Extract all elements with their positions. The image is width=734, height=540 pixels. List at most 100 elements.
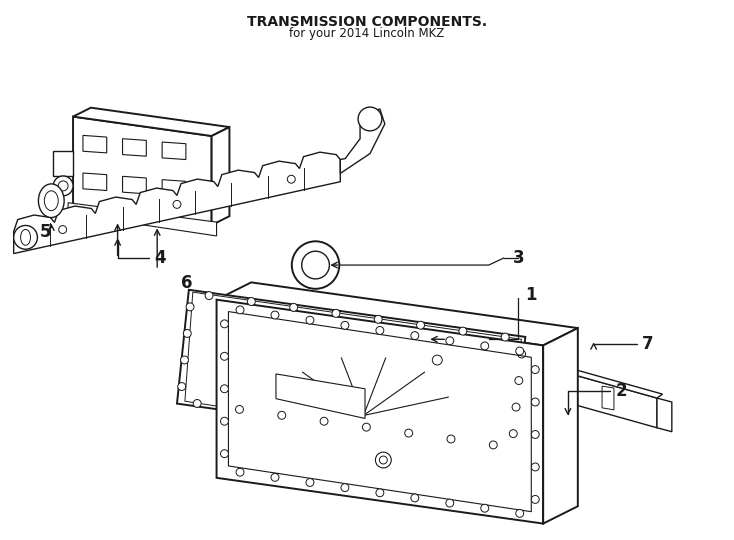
- Text: 2: 2: [565, 382, 627, 414]
- Circle shape: [306, 478, 314, 487]
- Circle shape: [517, 350, 526, 358]
- Polygon shape: [162, 180, 186, 197]
- Polygon shape: [276, 374, 365, 418]
- Circle shape: [376, 489, 384, 497]
- Circle shape: [516, 347, 523, 355]
- Circle shape: [184, 329, 192, 338]
- Circle shape: [14, 226, 37, 249]
- Circle shape: [277, 411, 286, 419]
- Circle shape: [432, 355, 442, 365]
- Text: 3: 3: [512, 249, 524, 267]
- Circle shape: [447, 435, 455, 443]
- Circle shape: [404, 429, 413, 437]
- Circle shape: [531, 463, 539, 471]
- Polygon shape: [217, 300, 543, 524]
- Circle shape: [173, 200, 181, 208]
- Circle shape: [181, 356, 189, 364]
- Circle shape: [417, 321, 424, 329]
- Polygon shape: [217, 282, 578, 346]
- Circle shape: [320, 417, 328, 425]
- Text: 1: 1: [526, 286, 537, 303]
- Polygon shape: [83, 173, 106, 191]
- Circle shape: [459, 327, 467, 335]
- Circle shape: [290, 303, 297, 312]
- Circle shape: [358, 107, 382, 131]
- Polygon shape: [341, 109, 385, 173]
- Polygon shape: [602, 386, 614, 410]
- Polygon shape: [123, 177, 146, 194]
- Polygon shape: [123, 139, 146, 156]
- Circle shape: [490, 441, 497, 449]
- Circle shape: [512, 403, 520, 411]
- Polygon shape: [429, 334, 657, 428]
- Circle shape: [501, 333, 509, 341]
- Circle shape: [271, 311, 279, 319]
- Circle shape: [205, 292, 213, 300]
- Circle shape: [302, 251, 330, 279]
- Circle shape: [287, 176, 295, 183]
- Circle shape: [411, 332, 419, 340]
- Circle shape: [481, 504, 489, 512]
- Circle shape: [481, 342, 489, 350]
- Circle shape: [531, 398, 539, 406]
- Polygon shape: [68, 202, 217, 236]
- Polygon shape: [54, 151, 73, 176]
- Circle shape: [509, 430, 517, 437]
- Circle shape: [446, 499, 454, 507]
- Circle shape: [332, 309, 340, 318]
- Circle shape: [341, 321, 349, 329]
- Text: TRANSMISSION COMPONENTS.: TRANSMISSION COMPONENTS.: [247, 15, 487, 29]
- Polygon shape: [73, 107, 230, 136]
- Polygon shape: [543, 328, 578, 524]
- Text: 6: 6: [181, 274, 192, 292]
- Text: 4: 4: [115, 240, 166, 267]
- Circle shape: [375, 452, 391, 468]
- Circle shape: [374, 315, 382, 323]
- Polygon shape: [429, 330, 663, 398]
- Circle shape: [59, 226, 67, 233]
- Circle shape: [58, 181, 68, 191]
- Circle shape: [220, 450, 228, 457]
- Circle shape: [186, 303, 194, 311]
- Polygon shape: [14, 152, 341, 254]
- Circle shape: [446, 337, 454, 345]
- Circle shape: [271, 474, 279, 481]
- Circle shape: [515, 376, 523, 384]
- Text: 5: 5: [40, 224, 51, 241]
- Circle shape: [178, 382, 186, 390]
- Circle shape: [379, 456, 388, 464]
- Circle shape: [220, 417, 228, 425]
- Circle shape: [363, 423, 371, 431]
- Polygon shape: [545, 370, 557, 394]
- Text: for your 2014 Lincoln MKZ: for your 2014 Lincoln MKZ: [289, 26, 445, 39]
- Polygon shape: [73, 117, 211, 225]
- Circle shape: [376, 327, 384, 334]
- Polygon shape: [211, 127, 230, 225]
- Circle shape: [531, 430, 539, 438]
- Polygon shape: [657, 398, 672, 431]
- Circle shape: [236, 468, 244, 476]
- Circle shape: [531, 496, 539, 503]
- Circle shape: [220, 352, 228, 360]
- Polygon shape: [488, 354, 500, 378]
- Circle shape: [247, 298, 255, 306]
- Polygon shape: [162, 142, 186, 159]
- Circle shape: [220, 385, 228, 393]
- Text: 7: 7: [591, 335, 654, 353]
- Ellipse shape: [38, 184, 64, 218]
- Circle shape: [220, 320, 228, 328]
- Circle shape: [236, 406, 244, 413]
- Circle shape: [341, 484, 349, 491]
- Circle shape: [306, 316, 314, 324]
- Polygon shape: [83, 136, 106, 153]
- Ellipse shape: [44, 191, 58, 211]
- Circle shape: [236, 306, 244, 314]
- Polygon shape: [177, 290, 526, 451]
- Circle shape: [516, 509, 523, 517]
- Circle shape: [411, 494, 419, 502]
- Ellipse shape: [21, 230, 31, 245]
- Circle shape: [531, 366, 539, 374]
- Circle shape: [292, 241, 339, 289]
- Circle shape: [193, 400, 201, 407]
- Circle shape: [54, 176, 73, 196]
